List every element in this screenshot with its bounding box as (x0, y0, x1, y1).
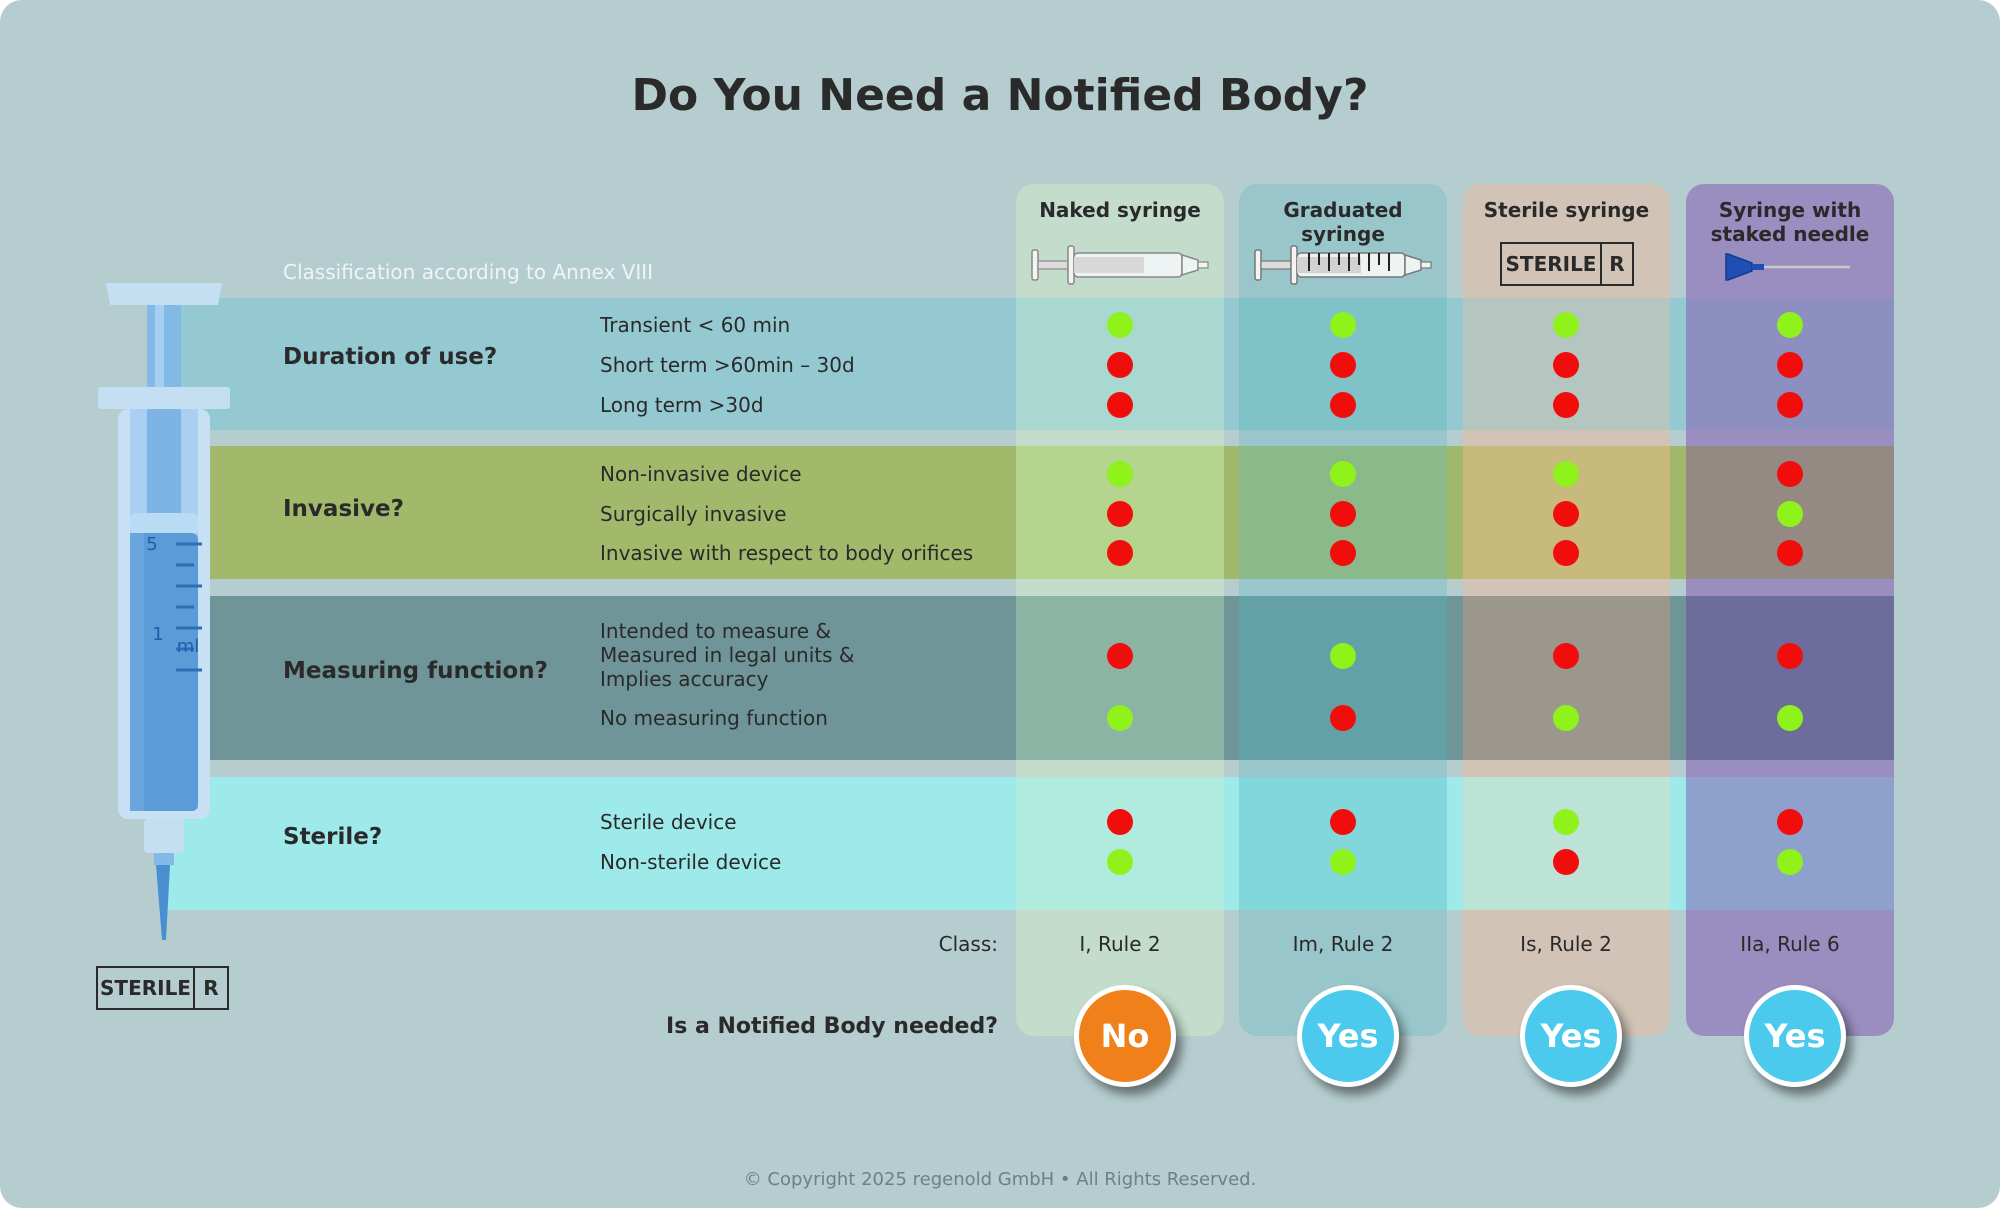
column-header-staked: Syringe with staked needle (1710, 198, 1870, 246)
status-dot-red (1553, 540, 1579, 566)
cell-tint (1463, 596, 1670, 760)
syringe-illustration-icon: 5 1 ml (98, 283, 230, 940)
status-dot-green (1553, 312, 1579, 338)
status-dot-green (1553, 809, 1579, 835)
notified-body-question: Is a Notified Body needed? (666, 1014, 998, 1039)
status-dot-green (1107, 461, 1133, 487)
annex-label: Classification according to Annex VIII (283, 260, 654, 284)
cell-tint (1686, 777, 1894, 910)
class-value-staked: IIa, Rule 6 (1740, 932, 1840, 956)
status-dot-red (1330, 809, 1356, 835)
option-non-invasive: Non-invasive device (600, 462, 802, 486)
cell-tint (1016, 596, 1224, 760)
status-dot-red (1107, 809, 1133, 835)
option-transient: Transient < 60 min (600, 313, 791, 337)
status-dot-red (1330, 501, 1356, 527)
sterile-symbol-footer-mark: R (203, 976, 219, 1000)
option-body-orifices: Invasive with respect to body orifices (600, 541, 974, 565)
status-dot-red (1330, 705, 1356, 731)
copyright-footer: © Copyright 2025 regenold GmbH • All Rig… (743, 1169, 1257, 1190)
status-dot-red (1107, 501, 1133, 527)
status-dot-red (1777, 809, 1803, 835)
graduated-syringe-icon (1254, 245, 1432, 285)
status-dot-green (1107, 312, 1133, 338)
syringe-mark-1: 1 (152, 624, 163, 645)
sterile-symbol-footer: STERILE R (96, 966, 229, 1010)
status-dot-green (1107, 705, 1133, 731)
question-sterile: Sterile? (283, 824, 383, 850)
cell-tint (1016, 777, 1224, 910)
column-header-graduated: Graduated syringe (1283, 198, 1403, 246)
page-title: Do You Need a Notified Body? (631, 70, 1369, 121)
status-dot-red (1777, 643, 1803, 669)
status-dot-red (1107, 540, 1133, 566)
status-dot-red (1330, 540, 1356, 566)
status-dot-red (1777, 461, 1803, 487)
status-dot-red (1330, 392, 1356, 418)
option-no-measuring-function: No measuring function (600, 706, 828, 730)
status-dot-green (1553, 705, 1579, 731)
status-dot-red (1777, 540, 1803, 566)
answer-badge-sterile: Yes (1520, 985, 1622, 1087)
status-dot-green (1330, 643, 1356, 669)
sterile-symbol-text: STERILE (1502, 244, 1602, 284)
answer-badge-graduated: Yes (1297, 985, 1399, 1087)
answer-badge-staked: Yes (1744, 985, 1846, 1087)
cell-tint (1463, 777, 1670, 910)
sterile-symbol-mark: R (1609, 252, 1625, 276)
status-dot-red (1777, 352, 1803, 378)
class-value-naked: I, Rule 2 (1079, 932, 1161, 956)
naked-syringe-icon (1031, 245, 1209, 285)
sterile-symbol-icon: STERILE R (1500, 242, 1634, 286)
status-dot-red (1330, 352, 1356, 378)
column-header-sterile: Sterile syringe (1483, 198, 1650, 222)
cell-tint (1239, 596, 1447, 760)
question-invasive: Invasive? (283, 496, 404, 522)
cell-tint (1686, 596, 1894, 760)
status-dot-green (1777, 501, 1803, 527)
status-dot-red (1107, 643, 1133, 669)
option-surgically-invasive: Surgically invasive (600, 502, 787, 526)
status-dot-green (1330, 849, 1356, 875)
syringe-mark-5: 5 (146, 534, 157, 555)
cell-tint (1239, 777, 1447, 910)
status-dot-green (1330, 461, 1356, 487)
status-dot-green (1777, 849, 1803, 875)
status-dot-green (1777, 705, 1803, 731)
option-non-sterile-device: Non-sterile device (600, 850, 782, 874)
status-dot-green (1107, 849, 1133, 875)
status-dot-red (1553, 501, 1579, 527)
syringe-unit-ml: ml (177, 636, 200, 657)
option-sterile-device: Sterile device (600, 810, 737, 834)
class-value-sterile: Is, Rule 2 (1520, 932, 1612, 956)
question-measuring: Measuring function? (283, 658, 548, 684)
status-dot-green (1777, 312, 1803, 338)
staked-needle-syringe-icon (1725, 253, 1850, 281)
sterile-symbol-footer-text: STERILE (98, 968, 195, 1008)
status-dot-red (1777, 392, 1803, 418)
status-dot-green (1553, 461, 1579, 487)
status-dot-green (1330, 312, 1356, 338)
option-short-term: Short term >60min – 30d (600, 353, 855, 377)
question-duration: Duration of use? (283, 344, 498, 370)
class-label: Class: (938, 932, 998, 956)
answer-badge-naked: No (1074, 985, 1176, 1087)
option-measuring-function: Intended to measure & Measured in legal … (600, 619, 855, 691)
status-dot-red (1107, 352, 1133, 378)
status-dot-red (1553, 352, 1579, 378)
option-long-term: Long term >30d (600, 393, 764, 417)
column-header-naked: Naked syringe (1039, 198, 1201, 222)
class-value-graduated: Im, Rule 2 (1292, 932, 1394, 956)
status-dot-red (1553, 849, 1579, 875)
status-dot-red (1107, 392, 1133, 418)
status-dot-red (1553, 392, 1579, 418)
status-dot-red (1553, 643, 1579, 669)
